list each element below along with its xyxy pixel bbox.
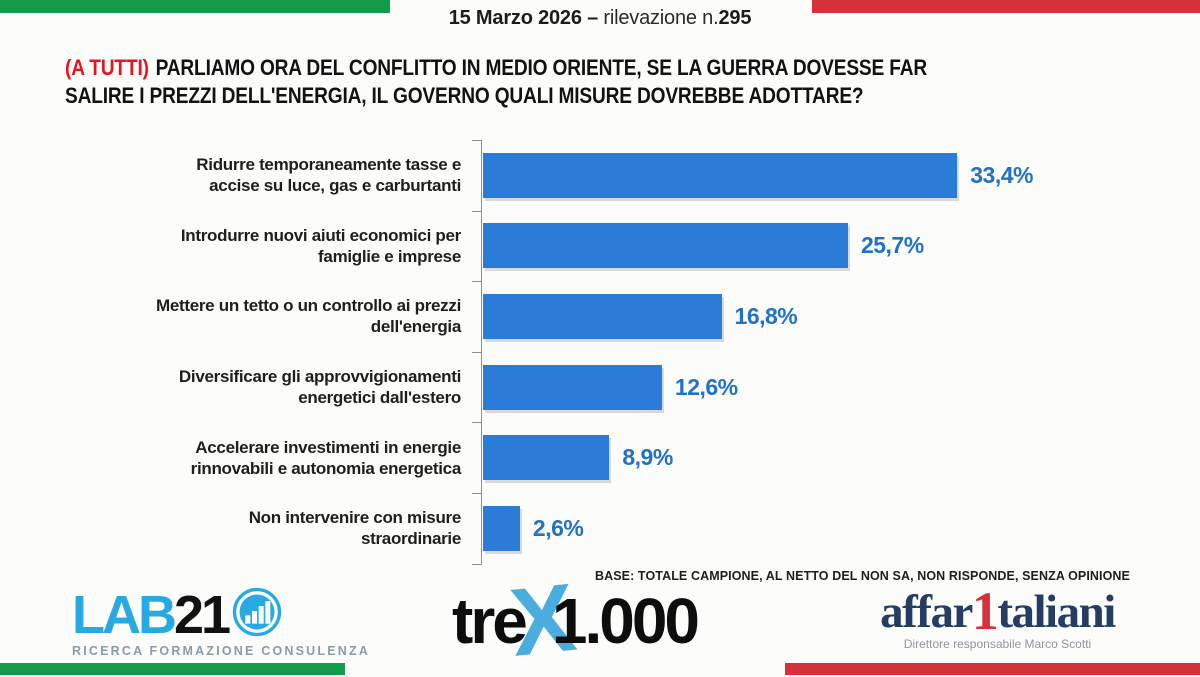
- chart-row: Introdurre nuovi aiuti economici per fam…: [65, 211, 1185, 282]
- header-survey-label: rilevazione n.: [598, 7, 719, 29]
- header-date: 15 Marzo 2026 –: [448, 7, 599, 29]
- bar-area: 8,9%: [483, 435, 1185, 481]
- chart-row: Mettere un tetto o un controllo ai prezz…: [65, 281, 1185, 352]
- axis-tick: [472, 563, 482, 565]
- category-label: Diversificare gli approvvigionamenti ene…: [178, 367, 461, 408]
- bar-area: 25,7%: [483, 223, 1185, 269]
- bar-area: 33,4%: [483, 152, 1185, 198]
- chart-row: Non intervenire con misure straordinarie…: [65, 493, 1185, 564]
- flag-stripe-bottom-green: [0, 663, 345, 675]
- trex-part1: tre: [452, 585, 528, 657]
- category-label: Introdurre nuovi aiuti economici per fam…: [180, 225, 461, 266]
- flag-stripe-bottom-red: [785, 663, 1200, 675]
- affaritaliani-subtitle: Direttore responsabile Marco Scotti: [903, 637, 1092, 651]
- footer: LAB21 RICERCA FORMAZIONE CONSULENZA treX…: [0, 564, 1200, 677]
- lab21-name-21: 21: [173, 584, 231, 645]
- bar-chart: Ridurre temporaneamente tasse e accise s…: [65, 140, 1185, 565]
- lab21-wordmark: LAB21: [72, 587, 362, 642]
- bar: [483, 293, 722, 339]
- axis-tick: [472, 281, 482, 283]
- question-text-1: PARLIAMO ORA DEL CONFLITTO IN MEDIO ORIE…: [155, 55, 928, 80]
- axis-tick: [472, 210, 482, 212]
- affari-part2: taliani: [997, 586, 1116, 638]
- bar: [483, 152, 958, 198]
- trex-part2: 1.000: [551, 585, 700, 657]
- header: 15 Marzo 2026 – rilevazione n.295: [0, 0, 1200, 36]
- bar: [483, 364, 662, 410]
- lab21-barchart-icon: [232, 587, 282, 642]
- bar-rows: Ridurre temporaneamente tasse e accise s…: [65, 140, 1185, 564]
- lab21-name: LAB21: [72, 588, 231, 642]
- category-label: Non intervenire con misure straordinarie: [248, 508, 462, 549]
- category-label: Mettere un tetto o un controllo ai prezz…: [155, 296, 461, 337]
- axis-tick: [472, 422, 482, 424]
- affaritaliani-wordmark: affar1taliani: [800, 584, 1195, 638]
- value-label: 16,8%: [734, 302, 798, 329]
- chart-row: Accelerare investimenti in energie rinno…: [65, 422, 1185, 493]
- flag-stripe-top-red: [812, 0, 1200, 13]
- bar-area: 16,8%: [483, 293, 1185, 339]
- axis-tick: [472, 493, 482, 494]
- bar-area: 2,6%: [483, 505, 1185, 551]
- lab21-name-lab: LAB: [72, 584, 177, 645]
- header-survey-number: 295: [718, 7, 752, 29]
- affari-part1: affar: [880, 586, 973, 638]
- value-label: 33,4%: [970, 161, 1033, 188]
- audience-tag: (A TUTTI): [65, 55, 149, 80]
- chart-row: Ridurre temporaneamente tasse e accise s…: [65, 140, 1185, 211]
- lab21-tagline: RICERCA FORMAZIONE CONSULENZA: [72, 644, 371, 658]
- lab21-logo: LAB21 RICERCA FORMAZIONE CONSULENZA: [72, 587, 371, 659]
- value-label: 25,7%: [860, 232, 924, 259]
- trex1000-logo: treX1.000: [452, 564, 700, 677]
- category-label: Accelerare investimenti in energie rinno…: [190, 437, 462, 478]
- value-label: 2,6%: [532, 514, 584, 541]
- affaritaliani-logo: affar1taliani Direttore responsabile Mar…: [800, 584, 1195, 651]
- question-line-1: (A TUTTI) PARLIAMO ORA DEL CONFLITTO IN M…: [65, 54, 1187, 82]
- bar: [483, 505, 520, 551]
- value-label: 8,9%: [622, 444, 673, 471]
- bar: [483, 435, 610, 481]
- bar-area: 12,6%: [483, 364, 1185, 410]
- category-label: Ridurre temporaneamente tasse e accise s…: [196, 155, 461, 196]
- flag-stripe-top-green: [0, 0, 390, 13]
- chart-row: Diversificare gli approvvigionamenti ene…: [65, 352, 1185, 423]
- question-line-2: SALIRE I PREZZI DELL'ENERGIA, IL GOVERNO…: [65, 83, 864, 108]
- question-title: (A TUTTI) PARLIAMO ORA DEL CONFLITTO IN M…: [65, 54, 1187, 110]
- axis-tick: [472, 351, 482, 353]
- axis-tick: [472, 140, 482, 141]
- value-label: 12,6%: [674, 373, 738, 400]
- base-note: BASE: TOTALE CAMPIONE, AL NETTO DEL NON …: [594, 568, 1130, 583]
- y-axis: [472, 140, 482, 565]
- bar: [483, 223, 848, 269]
- affari-red-one: 1: [971, 581, 999, 641]
